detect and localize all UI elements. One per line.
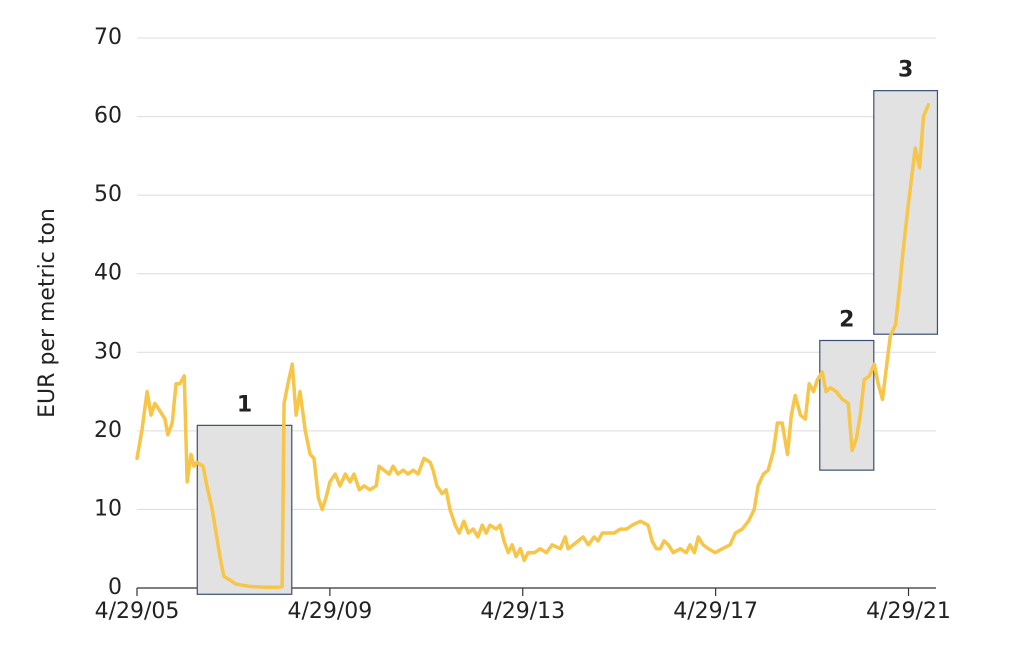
y-tick-label: 0: [108, 575, 122, 600]
x-tick-label: 4/29/09: [287, 599, 372, 624]
x-tick-label: 4/29/13: [480, 599, 565, 624]
y-tick-label: 50: [94, 182, 122, 207]
annotation-label: 3: [898, 58, 913, 83]
y-axis-label: EUR per metric ton: [35, 208, 60, 418]
x-tick-label: 4/29/17: [673, 599, 758, 624]
line-series: [135, 103, 931, 589]
y-tick-label: 20: [94, 418, 122, 443]
annotation-label: 2: [839, 308, 854, 333]
y-tick-label: 40: [94, 261, 122, 286]
x-tick-label: 4/29/05: [95, 599, 180, 624]
y-tick-label: 10: [94, 496, 122, 521]
y-tick-label: 70: [94, 25, 122, 50]
y-tick-label: 60: [94, 104, 122, 129]
y-tick-label: 30: [94, 339, 122, 364]
annotation-label: 1: [237, 392, 252, 417]
x-tick-label: 4/29/21: [866, 599, 951, 624]
